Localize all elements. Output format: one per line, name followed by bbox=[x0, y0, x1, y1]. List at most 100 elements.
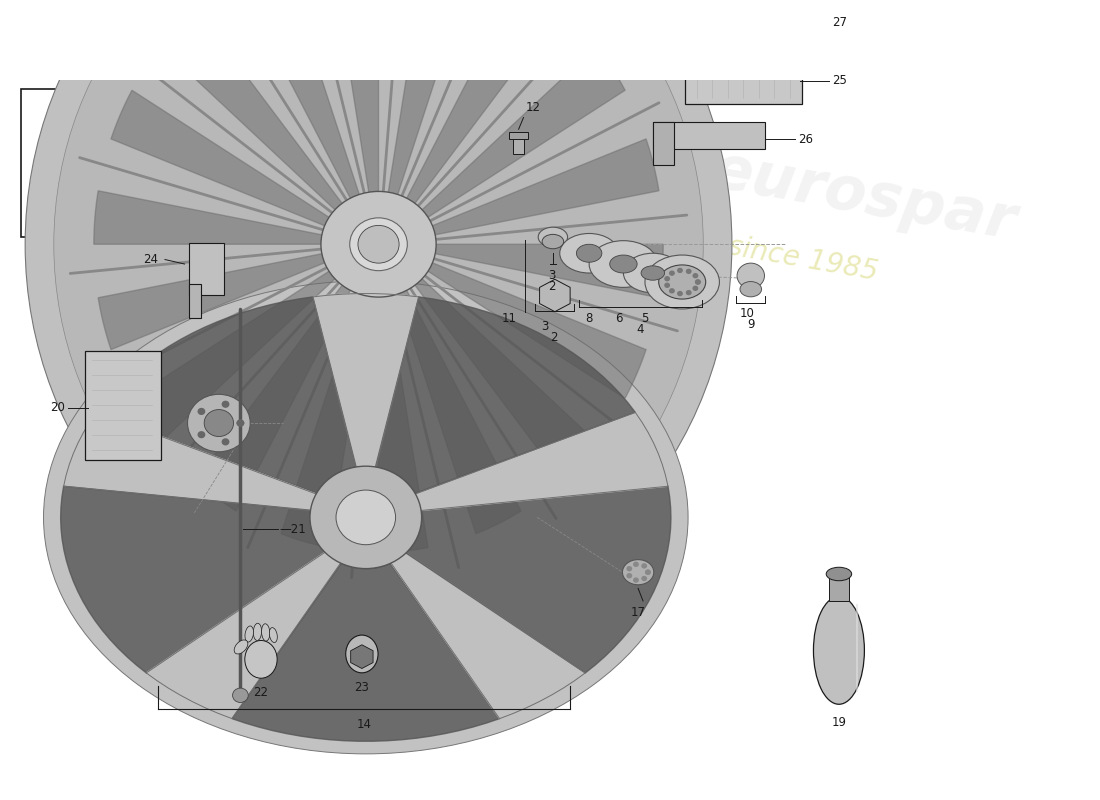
Polygon shape bbox=[404, 0, 561, 210]
Polygon shape bbox=[98, 252, 332, 350]
Ellipse shape bbox=[270, 628, 277, 642]
Ellipse shape bbox=[641, 266, 664, 280]
Text: a passion for parts since 1985: a passion for parts since 1985 bbox=[148, 483, 540, 611]
Ellipse shape bbox=[814, 597, 865, 704]
Bar bbox=[652, 122, 766, 149]
Circle shape bbox=[632, 562, 639, 567]
Polygon shape bbox=[132, 267, 341, 442]
Ellipse shape bbox=[253, 623, 262, 641]
Circle shape bbox=[221, 401, 230, 408]
Polygon shape bbox=[97, 297, 356, 494]
Text: 14: 14 bbox=[356, 718, 372, 730]
Ellipse shape bbox=[321, 191, 436, 297]
Polygon shape bbox=[40, 112, 202, 198]
Text: 11: 11 bbox=[502, 312, 517, 325]
Polygon shape bbox=[408, 412, 668, 511]
Text: 4: 4 bbox=[636, 323, 644, 336]
Bar bbox=[829, 576, 849, 601]
Text: 3: 3 bbox=[548, 269, 556, 282]
Ellipse shape bbox=[576, 244, 602, 262]
Circle shape bbox=[236, 419, 244, 426]
Circle shape bbox=[626, 566, 632, 571]
Text: 26: 26 bbox=[798, 133, 813, 146]
Circle shape bbox=[664, 276, 670, 282]
Polygon shape bbox=[196, 279, 354, 511]
Text: 17: 17 bbox=[630, 606, 646, 619]
FancyBboxPatch shape bbox=[685, 3, 802, 42]
Polygon shape bbox=[406, 486, 671, 673]
Text: —21: —21 bbox=[279, 522, 306, 535]
Circle shape bbox=[641, 563, 647, 569]
Text: 19: 19 bbox=[832, 716, 846, 729]
Polygon shape bbox=[111, 90, 336, 229]
Ellipse shape bbox=[54, 0, 703, 595]
FancyBboxPatch shape bbox=[85, 351, 161, 460]
Circle shape bbox=[676, 291, 683, 296]
Polygon shape bbox=[282, 287, 370, 547]
Polygon shape bbox=[395, 283, 521, 534]
Text: eurospar: eurospar bbox=[178, 373, 683, 470]
Ellipse shape bbox=[161, 38, 542, 451]
Text: 5: 5 bbox=[641, 312, 649, 325]
Ellipse shape bbox=[310, 466, 421, 569]
Circle shape bbox=[336, 490, 396, 545]
Ellipse shape bbox=[659, 265, 706, 299]
Polygon shape bbox=[375, 297, 635, 494]
Polygon shape bbox=[387, 0, 476, 202]
Polygon shape bbox=[64, 412, 323, 511]
Text: 2: 2 bbox=[550, 331, 558, 345]
Circle shape bbox=[232, 688, 249, 702]
Ellipse shape bbox=[538, 227, 568, 247]
Ellipse shape bbox=[740, 282, 761, 297]
Text: 22: 22 bbox=[253, 686, 268, 699]
Circle shape bbox=[221, 438, 230, 446]
Text: eurospar: eurospar bbox=[706, 141, 1021, 253]
Circle shape bbox=[358, 226, 399, 263]
Bar bbox=[513, 138, 525, 154]
Polygon shape bbox=[416, 46, 625, 222]
Circle shape bbox=[148, 186, 182, 217]
Circle shape bbox=[737, 263, 764, 288]
Circle shape bbox=[664, 282, 670, 288]
Text: since 1985: since 1985 bbox=[726, 233, 880, 286]
Circle shape bbox=[55, 186, 88, 217]
Text: 24: 24 bbox=[143, 253, 158, 266]
Circle shape bbox=[198, 408, 206, 415]
Text: 9: 9 bbox=[747, 318, 755, 331]
Ellipse shape bbox=[234, 640, 248, 654]
Polygon shape bbox=[378, 289, 428, 552]
Ellipse shape bbox=[560, 234, 618, 273]
Circle shape bbox=[692, 273, 698, 278]
Circle shape bbox=[692, 286, 698, 291]
Circle shape bbox=[632, 578, 639, 582]
Ellipse shape bbox=[609, 255, 637, 273]
Circle shape bbox=[645, 570, 651, 575]
Text: 23: 23 bbox=[354, 681, 370, 694]
Text: 20: 20 bbox=[51, 402, 65, 414]
Polygon shape bbox=[425, 139, 659, 236]
Bar bbox=[189, 284, 201, 318]
Circle shape bbox=[676, 268, 683, 273]
Text: 25: 25 bbox=[832, 74, 847, 87]
Ellipse shape bbox=[590, 241, 658, 287]
Ellipse shape bbox=[245, 626, 253, 642]
Circle shape bbox=[236, 419, 244, 426]
FancyBboxPatch shape bbox=[685, 58, 802, 104]
Ellipse shape bbox=[645, 255, 719, 309]
Ellipse shape bbox=[25, 0, 732, 626]
Polygon shape bbox=[427, 244, 663, 298]
Polygon shape bbox=[64, 119, 149, 157]
Ellipse shape bbox=[262, 624, 270, 641]
Ellipse shape bbox=[623, 560, 653, 585]
Text: 1: 1 bbox=[398, 0, 406, 3]
Ellipse shape bbox=[44, 281, 689, 754]
Polygon shape bbox=[236, 0, 362, 205]
Circle shape bbox=[685, 269, 692, 274]
Polygon shape bbox=[232, 563, 499, 742]
Text: 8: 8 bbox=[585, 312, 593, 325]
Bar bbox=[652, 122, 674, 165]
Ellipse shape bbox=[826, 567, 851, 581]
Bar bbox=[509, 132, 528, 139]
Text: 10: 10 bbox=[739, 307, 755, 320]
Ellipse shape bbox=[345, 635, 378, 673]
